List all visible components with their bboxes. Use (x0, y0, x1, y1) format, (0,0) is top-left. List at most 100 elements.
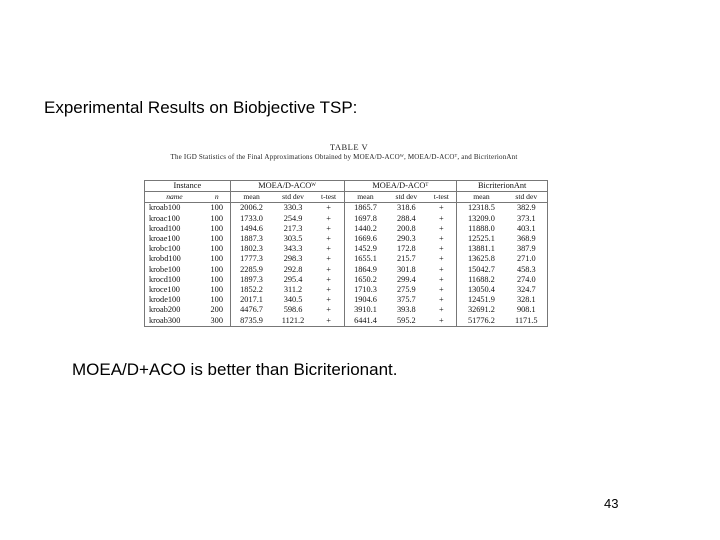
table-cell: 303.5 (283, 234, 303, 244)
table-cell: + (313, 274, 345, 286)
table-cell: 200 (203, 305, 231, 316)
table-cell: + (313, 315, 345, 327)
table-cell: kroad100 (149, 223, 181, 233)
table-cell: 13881.1 (467, 244, 495, 254)
subheader-name: name (144, 191, 204, 204)
table-cell: 1865.7 (354, 203, 377, 213)
subheader-mean: mean (344, 191, 387, 204)
subheader-std-dev: std dev (505, 191, 548, 204)
table-cell: 100 (203, 202, 231, 214)
table-cell: 318.6 (397, 203, 416, 213)
table-cell: + (426, 234, 458, 245)
table-cell: 100 (203, 213, 231, 224)
table-body: kroab100 100 2006.2 330.3 +1865.7 318.6 +12318… (145, 202, 548, 327)
table-cell: krobc100 (149, 244, 181, 254)
subheader-std-dev: std dev (386, 191, 427, 204)
table-row: kroab200 200 4476.7 598.6 +3910.1 393.8 +32691… (145, 305, 548, 316)
slide-title: Experimental Results on Biobjective TSP: (44, 98, 358, 117)
table-cell: 324.7 (516, 285, 536, 295)
table-cell: 458.3 (516, 264, 536, 274)
table-cell: krocd100 (149, 274, 181, 284)
table-cell: 100 (203, 274, 231, 286)
table-cell: + (313, 264, 345, 275)
table-cell: 403.1 (516, 223, 536, 233)
table-cell: 1710.3 (354, 285, 377, 295)
table-cell: + (313, 295, 345, 306)
table-cell: + (313, 213, 345, 224)
table-description: The IGD Statistics of the Final Approxim… (170, 153, 518, 161)
results-table: Instance MOEA/D-ACOᵂ MOEA/D-ACOᵀ Bicrite… (144, 180, 548, 327)
table-cell: 100 (203, 223, 231, 235)
table-cell: kroab200 (149, 305, 181, 315)
table-cell: 12525.1 (467, 234, 495, 244)
table-caption: TABLE V The IGD Statistics of the Final … (84, 142, 614, 161)
table-cell: + (313, 305, 345, 316)
table-cell: 373.1 (516, 213, 536, 223)
table-cell: 32691.2 (467, 305, 495, 315)
table-cell: 100 (203, 244, 231, 255)
table-cell: + (426, 223, 458, 235)
table-cell: + (426, 202, 458, 214)
table-cell: 271.0 (516, 254, 536, 264)
table-cell: 292.8 (283, 264, 303, 274)
table-cell: + (426, 213, 458, 224)
table-cell: 393.8 (397, 305, 416, 315)
table-row: kroac100 100 1733.0 254.9 +1697.8 288.4 +13209… (145, 213, 548, 224)
table-cell: 1904.6 (354, 295, 377, 305)
table-cell: + (313, 285, 345, 296)
table-cell: 100 (203, 264, 231, 275)
table-cell: 299.4 (397, 274, 416, 284)
table-cell: 330.3 (283, 203, 303, 213)
table-cell: 340.5 (283, 295, 303, 305)
table-cell: kroce100 (149, 285, 180, 295)
table-cell: + (426, 295, 458, 306)
table-cell: 4476.7 (240, 305, 263, 315)
table-row: kroae100 100 1887.3 303.5 +1669.6 290.3 +12525… (145, 234, 548, 245)
table-cell: 1777.3 (240, 254, 263, 264)
table-cell: 254.9 (283, 213, 303, 223)
table-cell: 11888.0 (468, 223, 495, 233)
table-cell: 1897.3 (240, 274, 263, 284)
table-row: krobe100 100 2285.9 292.8 +1864.9 301.8 +15042… (145, 264, 548, 275)
table-cell: 598.6 (283, 305, 303, 315)
group-header-instance: Instance (144, 180, 231, 193)
conclusion-text: MOEA/D+ACO is better than Bicriterionant… (72, 360, 398, 379)
table-cell: 328.1 (516, 295, 536, 305)
table-cell: krode100 (149, 295, 181, 305)
group-header-moead-aco-w: MOEA/D-ACOᵂ (230, 180, 345, 193)
table-cell: krobd100 (149, 254, 181, 264)
table-cell: 2285.9 (240, 264, 263, 274)
table-cell: 15042.7 (467, 264, 495, 274)
subheader-t-test: t-test (313, 191, 345, 204)
table-cell: 200.8 (397, 223, 416, 233)
table-row: kroce100 100 1852.2 311.2 +1710.3 275.9 +13050… (145, 285, 548, 296)
table-cell: 13209.0 (467, 213, 495, 223)
table-row: krocd100 100 1897.3 295.4 +1650.2 299.4 +11688… (145, 274, 548, 286)
table-row: kroab100 100 2006.2 330.3 +1865.7 318.6 +12318… (145, 202, 548, 214)
table-cell: 290.3 (397, 234, 416, 244)
table-cell: 1864.9 (354, 264, 377, 274)
table-cell: 6441.4 (354, 315, 377, 325)
table-cell: 13050.4 (467, 285, 495, 295)
table-cell: + (313, 234, 345, 245)
table-cell: + (313, 223, 345, 235)
subheader-mean: mean (230, 191, 273, 204)
table-cell: 1669.6 (354, 234, 377, 244)
table-cell: 1697.8 (354, 213, 377, 223)
table-cell: 100 (203, 285, 231, 296)
table-cell: 595.2 (397, 315, 416, 325)
table-cell: + (313, 202, 345, 214)
table-row: krobc100 100 1802.3 343.3 +1452.9 172.8 +13881… (145, 244, 548, 255)
table-cell: 1655.1 (354, 254, 377, 264)
table-cell: 215.7 (397, 254, 416, 264)
table-cell: 275.9 (397, 285, 416, 295)
table-cell: 12451.9 (467, 295, 495, 305)
table-cell: 172.8 (397, 244, 416, 254)
table-cell: + (426, 285, 458, 296)
table-cell: 12318.5 (467, 203, 495, 213)
table-cell: 908.1 (516, 305, 536, 315)
table-cell: 274.0 (516, 274, 536, 284)
table-cell: kroab100 (149, 203, 181, 213)
table-cell: 288.4 (397, 213, 416, 223)
table-number: TABLE V (329, 142, 369, 152)
